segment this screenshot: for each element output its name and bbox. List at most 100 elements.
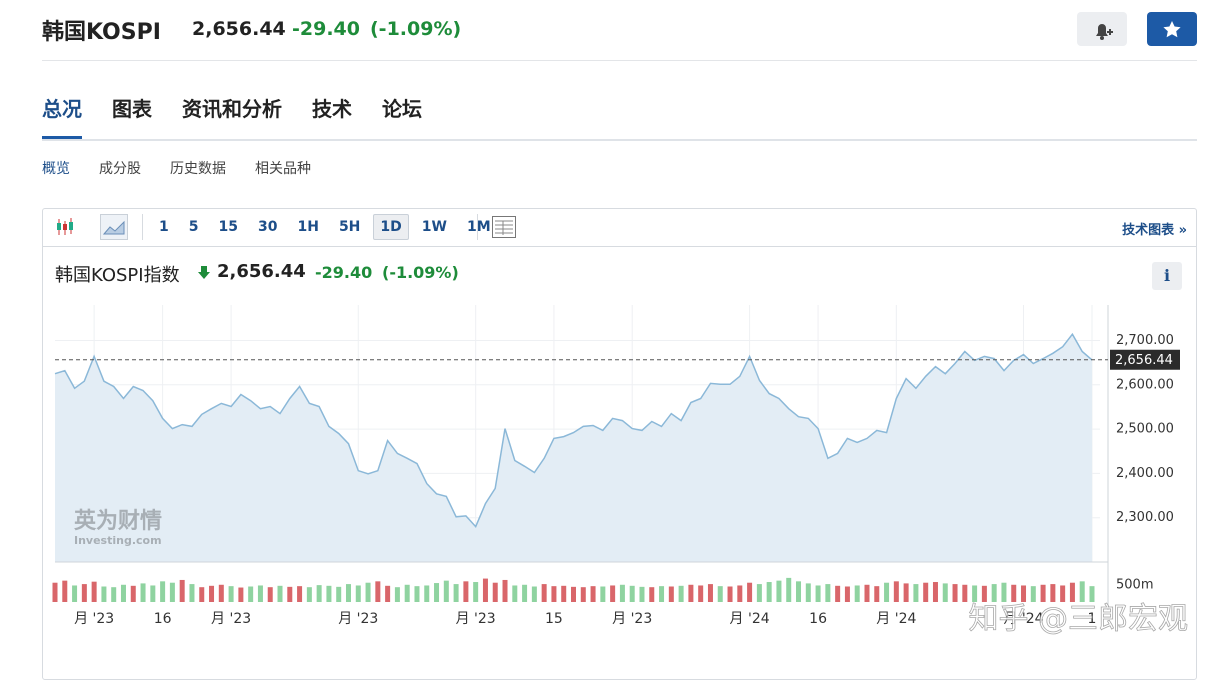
interval-button[interactable]: 1 — [159, 219, 169, 235]
divider — [42, 60, 1197, 61]
sub-tab[interactable]: 成分股 — [99, 161, 141, 177]
x-tick-label: 月 '24 — [730, 611, 770, 627]
volume-bar — [101, 586, 107, 602]
volume-bar — [962, 584, 968, 602]
star-icon — [1163, 21, 1181, 38]
interval-group: 1 5 15 30 1H 5H 1D 1W 1M — [152, 214, 504, 240]
volume-bar — [316, 585, 322, 602]
volume-bar — [737, 585, 743, 602]
volume-bar — [923, 582, 929, 602]
volume-bar — [707, 584, 713, 602]
x-tick-label: 月 '23 — [74, 611, 114, 627]
volume-bar — [209, 585, 215, 602]
volume-bar — [825, 584, 831, 602]
volume-bar — [659, 586, 665, 602]
volume-bar — [81, 584, 87, 602]
volume-bar — [228, 586, 234, 602]
last-price-label: 2,656.44 — [1115, 353, 1173, 368]
volume-bar — [482, 578, 488, 602]
change-pct: (-1.09%) — [370, 18, 462, 40]
volume-bar — [199, 587, 205, 602]
volume-bar — [502, 579, 508, 602]
volume-bar — [942, 583, 948, 602]
volume-bar — [287, 586, 293, 602]
change: -29.40 — [292, 18, 360, 40]
sub-tab[interactable]: 历史数据 — [170, 161, 226, 177]
alert-button[interactable] — [1077, 12, 1127, 46]
volume-bar — [492, 582, 498, 602]
interval-button[interactable]: 1W — [421, 219, 447, 235]
volume-bar — [981, 585, 987, 602]
chart-title: 韩国KOSPI指数 — [55, 265, 180, 286]
info-button[interactable]: i — [1152, 262, 1182, 290]
interval-button[interactable]: 1D — [373, 214, 409, 240]
chart-toolbar: 1 5 15 30 1H 5H 1D 1W 1M 技术图表 » — [42, 208, 1197, 247]
volume-bar — [571, 586, 576, 602]
interval-button[interactable]: 5H — [338, 219, 361, 235]
volume-bar — [561, 585, 567, 602]
volume-bar — [893, 581, 899, 602]
logo-sub: Investing.com — [74, 534, 162, 547]
volume-bar — [580, 587, 586, 602]
volume-tick-label: 500m — [1116, 577, 1153, 592]
volume-bar — [1060, 585, 1066, 602]
volume-bar — [600, 586, 606, 602]
x-tick-label: 16 — [154, 611, 172, 627]
volume-bar — [952, 584, 958, 602]
price-line — [54, 332, 1093, 528]
candle-icon[interactable] — [54, 216, 76, 238]
tab[interactable]: 资讯和分析 — [182, 97, 282, 121]
interval-button[interactable]: 1M — [466, 219, 491, 235]
volume-bar — [473, 582, 479, 602]
volume-bar — [688, 584, 694, 602]
area-fill — [55, 334, 1092, 562]
volume-bar — [972, 585, 978, 602]
volume-bar — [218, 584, 224, 602]
volume-bar — [541, 584, 547, 602]
volume-bar — [844, 586, 850, 602]
volume-bar — [257, 585, 263, 602]
volume-bar — [336, 586, 342, 602]
x-tick-label: 月 '24 — [876, 611, 916, 627]
volume-bar — [1021, 585, 1027, 602]
interval-button[interactable]: 5 — [188, 219, 199, 235]
volume-bar — [267, 587, 273, 602]
tech-chart-link[interactable]: 技术图表 » — [1122, 223, 1187, 238]
volume-bar — [610, 585, 616, 602]
volume-bar — [776, 580, 782, 602]
volume-bar — [522, 584, 528, 602]
tab[interactable]: 技术 — [312, 97, 352, 121]
volume-bar — [766, 582, 772, 602]
sub-tab[interactable]: 相关品种 — [255, 161, 311, 177]
down-arrow — [198, 266, 210, 279]
volume-bar — [903, 583, 909, 602]
volume-bar — [434, 583, 440, 602]
volume-bar — [179, 579, 185, 602]
volume-bar — [306, 587, 312, 602]
x-tick-label: 1 — [1088, 611, 1097, 627]
volume-bar — [854, 585, 860, 602]
toolbar-divider — [477, 214, 478, 240]
tab[interactable]: 图表 — [112, 97, 152, 121]
watermark: 知乎 @三郎宏观 — [968, 602, 1188, 637]
logo: 英为财情 — [74, 508, 162, 534]
interval-button[interactable]: 1H — [297, 219, 319, 235]
title: 韩国KOSPI — [42, 20, 161, 45]
sub-tab[interactable]: 概览 — [42, 161, 70, 177]
layout-icon[interactable] — [491, 215, 517, 239]
interval-button[interactable]: 30 — [257, 219, 278, 235]
area-icon[interactable] — [100, 214, 128, 240]
volume-bar — [1079, 581, 1085, 602]
volume-bar — [629, 585, 635, 602]
volume-bar — [913, 584, 919, 602]
tab-bar: 总况 图表 资讯和分析 技术 论坛 — [42, 93, 1197, 141]
volume-bar — [160, 581, 166, 602]
watchlist-button[interactable] — [1147, 12, 1197, 46]
volume-bar — [678, 585, 684, 602]
interval-button[interactable]: 15 — [218, 219, 238, 235]
volume-bar — [365, 582, 371, 602]
tab[interactable]: 论坛 — [382, 97, 422, 121]
tab[interactable]: 总况 — [42, 93, 82, 139]
volume-bar — [189, 584, 195, 602]
